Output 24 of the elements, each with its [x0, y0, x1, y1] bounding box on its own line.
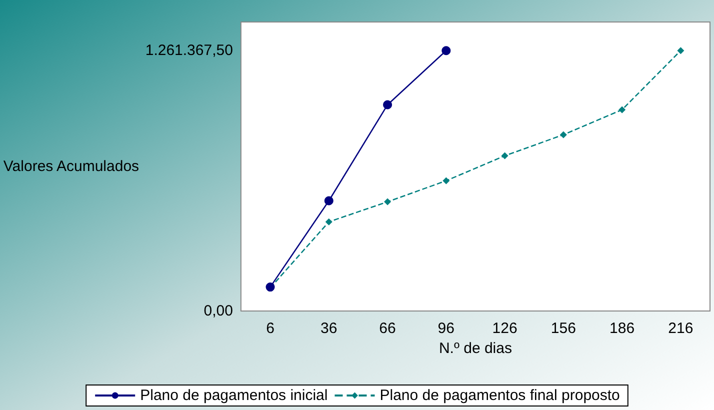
legend-label: Plano de pagamentos inicial	[140, 387, 328, 404]
point	[324, 196, 334, 206]
x-tick-label: 216	[668, 320, 694, 337]
x-tick-label: 6	[266, 320, 274, 337]
point	[384, 198, 392, 206]
point	[677, 47, 684, 54]
x-tick-label: 96	[438, 320, 454, 337]
point	[618, 106, 626, 114]
y-axis-title: Valores Acumulados	[3, 158, 140, 175]
legend-label: Plano de pagamentos final proposto	[380, 387, 620, 404]
point	[560, 131, 567, 138]
y-tick-label: 0,00	[204, 302, 233, 320]
x-tick-label: 156	[550, 320, 576, 337]
x-axis-title: N.º de dias	[438, 340, 512, 357]
x-tick-label: 66	[379, 320, 396, 337]
x-tick-label: 126	[492, 320, 518, 337]
y-tick-label: 1.261.367,50	[145, 42, 233, 60]
point	[442, 46, 451, 56]
point	[442, 177, 450, 184]
x-tick-label: 186	[610, 320, 635, 337]
point	[325, 218, 332, 226]
point	[501, 152, 508, 160]
point	[383, 100, 392, 110]
x-tick-label: 36	[320, 320, 338, 337]
